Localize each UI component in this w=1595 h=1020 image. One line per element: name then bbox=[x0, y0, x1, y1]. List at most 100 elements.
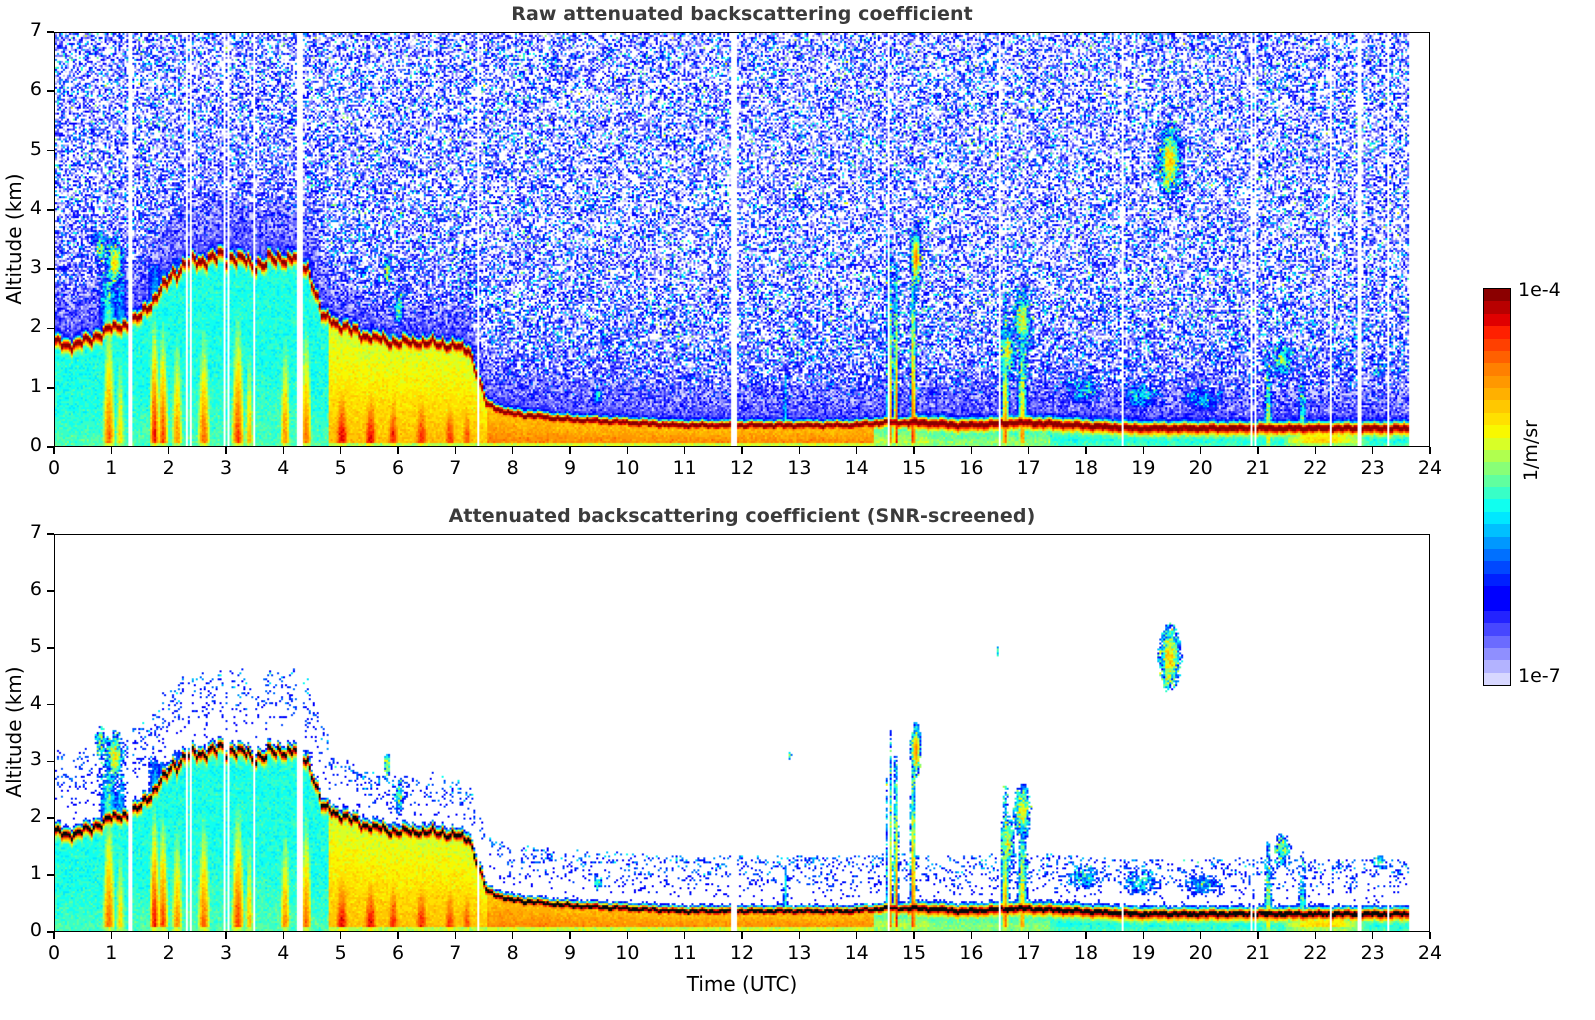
x-tick bbox=[913, 447, 915, 454]
colorbar-max-label: 1e-4 bbox=[1518, 279, 1561, 301]
x-tick-label: 24 bbox=[1417, 457, 1443, 479]
x-tick-label: 3 bbox=[219, 942, 233, 964]
y-tick bbox=[47, 590, 54, 592]
x-tick bbox=[167, 932, 170, 939]
x-tick-label: 22 bbox=[1303, 942, 1328, 964]
x-tick-label: 19 bbox=[1131, 457, 1156, 479]
x-axis-title: Time (UTC) bbox=[686, 972, 798, 996]
colorbar-bin bbox=[1484, 474, 1510, 487]
colorbar-bin bbox=[1484, 672, 1510, 685]
colorbar-bin bbox=[1484, 511, 1510, 525]
x-tick-label: 6 bbox=[391, 457, 405, 479]
colorbar-bin bbox=[1484, 338, 1510, 351]
colorbar-bin bbox=[1484, 425, 1510, 438]
colorbar-bin bbox=[1484, 375, 1510, 388]
y-tick-label: 4 bbox=[29, 691, 42, 714]
x-tick-label: 22 bbox=[1303, 457, 1328, 479]
x-tick bbox=[53, 447, 55, 454]
plot-area-raw bbox=[54, 32, 1430, 447]
x-tick-label: 17 bbox=[1016, 457, 1041, 479]
x-tick bbox=[1314, 932, 1317, 939]
colorbar-bin bbox=[1484, 301, 1510, 314]
y-tick bbox=[47, 268, 54, 270]
x-tick-label: 4 bbox=[277, 942, 290, 964]
colorbar-bin bbox=[1484, 548, 1510, 562]
colorbar-bin bbox=[1484, 388, 1510, 401]
x-tick bbox=[1257, 447, 1259, 454]
x-tick bbox=[741, 932, 743, 939]
panel-title-raw: Raw attenuated backscattering coefficien… bbox=[511, 3, 973, 25]
x-tick bbox=[1085, 932, 1087, 939]
y-tick bbox=[47, 931, 54, 933]
colorbar-bin bbox=[1484, 536, 1510, 549]
y-tick bbox=[47, 31, 54, 33]
x-tick-label: 2 bbox=[162, 942, 175, 964]
x-tick-label: 10 bbox=[615, 942, 640, 964]
x-tick-label: 8 bbox=[506, 942, 519, 964]
x-tick bbox=[1027, 447, 1030, 454]
colorbar-bin bbox=[1484, 400, 1510, 413]
colorbar-bin bbox=[1484, 449, 1510, 463]
x-tick-label: 12 bbox=[729, 457, 755, 479]
x-tick bbox=[225, 932, 227, 939]
x-tick bbox=[225, 447, 227, 454]
y-tick-label: 7 bbox=[29, 19, 42, 41]
y-tick-label: 6 bbox=[29, 78, 42, 101]
y-tick-label: 3 bbox=[29, 256, 42, 279]
y-tick bbox=[47, 874, 54, 876]
x-tick-label: 15 bbox=[901, 457, 927, 479]
colorbar-min-label: 1e-7 bbox=[1518, 665, 1561, 687]
colorbar-bin bbox=[1484, 573, 1510, 586]
colorbar-bin bbox=[1484, 462, 1510, 475]
x-tick bbox=[397, 447, 399, 454]
colorbar-bin bbox=[1484, 350, 1510, 364]
x-tick-label: 14 bbox=[844, 457, 869, 479]
x-tick bbox=[1142, 447, 1145, 454]
x-tick bbox=[970, 932, 973, 939]
colorbar-bin bbox=[1484, 437, 1510, 450]
y-tick bbox=[47, 646, 54, 649]
x-tick bbox=[110, 932, 113, 939]
x-tick-label: 15 bbox=[901, 942, 927, 964]
x-tick bbox=[626, 447, 629, 454]
x-tick bbox=[339, 447, 342, 454]
x-tick-label: 0 bbox=[47, 942, 61, 964]
heatmap-screened bbox=[55, 535, 1420, 931]
x-tick bbox=[913, 932, 915, 939]
colorbar-bin bbox=[1484, 586, 1510, 599]
x-tick bbox=[1429, 447, 1431, 454]
y-tick-label: 5 bbox=[29, 137, 42, 160]
x-tick bbox=[282, 932, 285, 939]
y-tick-label: 1 bbox=[29, 374, 42, 397]
x-tick-label: 5 bbox=[334, 942, 347, 964]
y-tick bbox=[47, 327, 54, 330]
x-tick bbox=[855, 447, 858, 454]
x-tick-label: 6 bbox=[391, 942, 405, 964]
x-tick bbox=[798, 447, 801, 454]
colorbar-bin bbox=[1484, 660, 1510, 673]
colorbar-bin bbox=[1484, 635, 1510, 648]
x-tick-label: 21 bbox=[1245, 457, 1271, 479]
x-tick bbox=[970, 447, 973, 454]
colorbar-title: 1/m/sr bbox=[1520, 420, 1542, 482]
x-tick bbox=[798, 932, 801, 939]
y-tick bbox=[47, 703, 54, 706]
x-tick-label: 21 bbox=[1245, 942, 1271, 964]
x-tick-label: 9 bbox=[563, 457, 577, 479]
y-tick bbox=[47, 817, 54, 820]
colorbar-bin bbox=[1484, 598, 1510, 611]
x-tick bbox=[683, 932, 686, 939]
x-tick bbox=[1199, 447, 1202, 454]
y-tick-label: 2 bbox=[29, 805, 42, 828]
x-tick-label: 10 bbox=[615, 457, 640, 479]
y-tick-label: 1 bbox=[29, 862, 42, 885]
x-tick-label: 16 bbox=[959, 942, 984, 964]
x-tick bbox=[1371, 447, 1374, 454]
y-axis-title-screened: Altitude (km) bbox=[2, 666, 26, 798]
x-tick bbox=[339, 932, 342, 939]
x-tick-label: 7 bbox=[449, 942, 462, 964]
y-tick bbox=[47, 209, 54, 211]
x-tick bbox=[167, 447, 170, 454]
x-tick-label: 11 bbox=[672, 942, 697, 964]
x-tick-label: 16 bbox=[959, 457, 984, 479]
